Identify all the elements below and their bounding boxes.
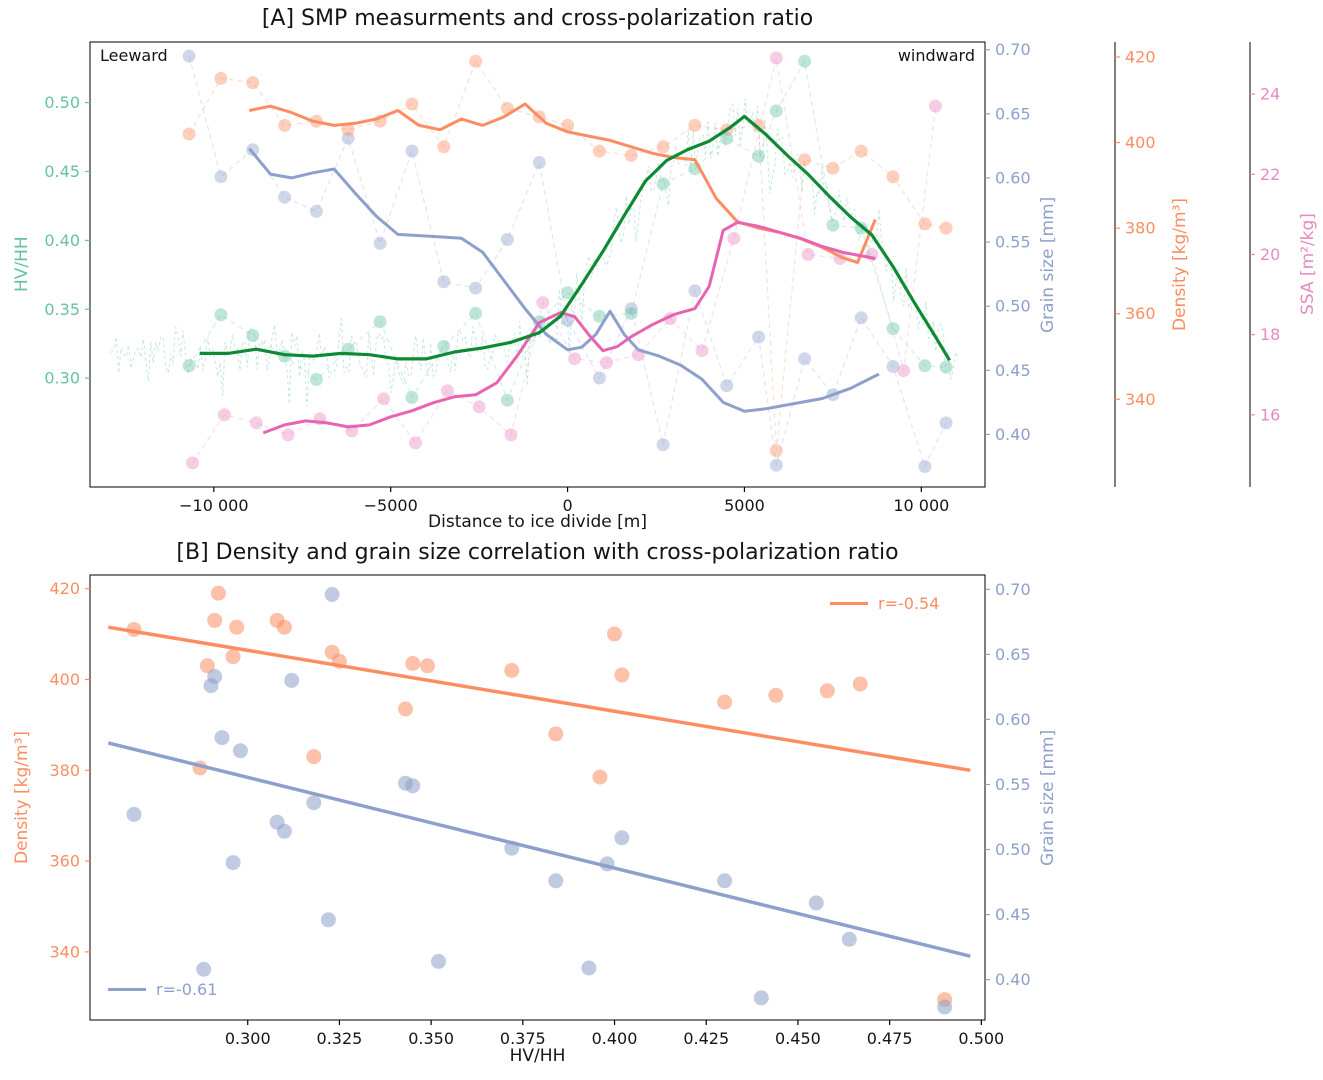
panel-a-grain-axis-label: Grain size [mm]	[1038, 196, 1058, 333]
panel-a-xaxis-label: Distance to ice divide [m]	[428, 512, 647, 532]
svg-text:340: 340	[49, 942, 80, 961]
svg-text:380: 380	[49, 761, 80, 780]
density-vs-hvhh-scatter	[126, 585, 953, 1008]
panel-b-xaxis-label: HV/HH	[509, 1046, 566, 1066]
hvhh-scatter-connector	[188, 59, 947, 402]
svg-text:0.400: 0.400	[592, 1029, 638, 1048]
grain-scatter-connector	[188, 55, 947, 469]
grain-size-line	[248, 147, 880, 413]
legend-grain-fit: r=-0.61	[108, 980, 217, 999]
svg-text:0.300: 0.300	[225, 1029, 271, 1048]
svg-text:0.60: 0.60	[995, 168, 1031, 187]
svg-text:−10 000: −10 000	[179, 496, 248, 515]
panel-a-data	[110, 49, 959, 473]
svg-text:380: 380	[1125, 219, 1156, 238]
svg-text:0: 0	[562, 496, 572, 515]
svg-text:0.45: 0.45	[995, 905, 1031, 924]
svg-text:20: 20	[1260, 245, 1280, 264]
leeward-label: Leeward	[100, 46, 168, 65]
svg-text:−5000: −5000	[364, 496, 418, 515]
svg-text:0.30: 0.30	[44, 369, 80, 388]
density-fit-line	[108, 625, 971, 773]
panel-a-density-axis-label: Density [kg/m³]	[1170, 197, 1190, 332]
density-scatter	[182, 54, 953, 458]
svg-text:0.40: 0.40	[995, 425, 1031, 444]
svg-text:0.55: 0.55	[995, 775, 1031, 794]
svg-text:0.40: 0.40	[995, 970, 1031, 989]
svg-text:24: 24	[1260, 85, 1280, 104]
svg-text:0.65: 0.65	[995, 104, 1031, 123]
svg-text:400: 400	[49, 670, 80, 689]
svg-text:0.35: 0.35	[44, 300, 80, 319]
grain-fit-line	[107, 741, 971, 958]
panel-a-axes: −10 000 −5000 0 5000 10 000 0.30 0.35 0.40 0.45 0…	[44, 40, 1280, 515]
svg-text:18: 18	[1260, 325, 1280, 344]
svg-text:420: 420	[1125, 47, 1156, 66]
hvhh-line	[199, 114, 951, 362]
panel-b-grain-axis-label: Grain size [mm]	[1038, 729, 1058, 866]
legend-density-fit: r=-0.54	[830, 594, 939, 613]
svg-text:0.450: 0.450	[775, 1029, 821, 1048]
ssa-line	[262, 220, 876, 435]
svg-text:5000: 5000	[724, 496, 765, 515]
svg-text:16: 16	[1260, 405, 1280, 424]
svg-text:400: 400	[1125, 133, 1156, 152]
svg-text:0.45: 0.45	[995, 361, 1031, 380]
panel-a-title: [A] SMP measurments and cross-polarizati…	[261, 6, 814, 31]
svg-text:0.45: 0.45	[44, 162, 80, 181]
density-fit-line-swatch	[830, 602, 868, 605]
svg-text:340: 340	[1125, 390, 1156, 409]
svg-text:0.60: 0.60	[995, 710, 1031, 729]
svg-text:0.65: 0.65	[995, 645, 1031, 664]
svg-text:0.425: 0.425	[683, 1029, 729, 1048]
svg-text:0.350: 0.350	[408, 1029, 454, 1048]
svg-text:360: 360	[1125, 304, 1156, 323]
svg-text:0.50: 0.50	[995, 297, 1031, 316]
svg-text:0.40: 0.40	[44, 231, 80, 250]
svg-text:420: 420	[49, 579, 80, 598]
grain-fit-line-swatch	[108, 988, 146, 991]
grain-vs-hvhh-scatter	[126, 587, 953, 1015]
svg-text:22: 22	[1260, 165, 1280, 184]
svg-text:0.70: 0.70	[995, 580, 1031, 599]
panel-b-data	[107, 585, 971, 1015]
svg-text:0.475: 0.475	[867, 1029, 913, 1048]
svg-text:10 000: 10 000	[893, 496, 949, 515]
density-scatter-connector	[188, 59, 947, 451]
windward-label: windward	[897, 46, 975, 65]
svg-text:360: 360	[49, 852, 80, 871]
ssa-scatter	[186, 51, 942, 470]
raw-smp-trace	[110, 98, 959, 407]
grain-scatter	[182, 49, 953, 473]
svg-text:0.375: 0.375	[500, 1029, 546, 1048]
panel-a-hvhh-axis-label: HV/HH	[12, 236, 32, 293]
panel-b-density-axis-label: Density [kg/m³]	[12, 730, 32, 865]
svg-text:0.50: 0.50	[44, 93, 80, 112]
svg-text:0.70: 0.70	[995, 40, 1031, 59]
grain-fit-legend-label: r=-0.61	[156, 980, 218, 999]
panel-b-title: [B] Density and grain size correlation w…	[176, 540, 899, 565]
panel-b-axes: 0.300 0.325 0.350 0.375 0.400 0.425 0.450 0.475…	[49, 574, 1031, 1048]
svg-text:0.50: 0.50	[995, 840, 1031, 859]
svg-text:0.55: 0.55	[995, 233, 1031, 252]
panel-a-ssa-axis-label: SSA [m²/kg]	[1298, 213, 1318, 316]
density-fit-legend-label: r=-0.54	[878, 594, 940, 613]
svg-text:0.325: 0.325	[317, 1029, 363, 1048]
svg-text:0.500: 0.500	[958, 1029, 1004, 1048]
